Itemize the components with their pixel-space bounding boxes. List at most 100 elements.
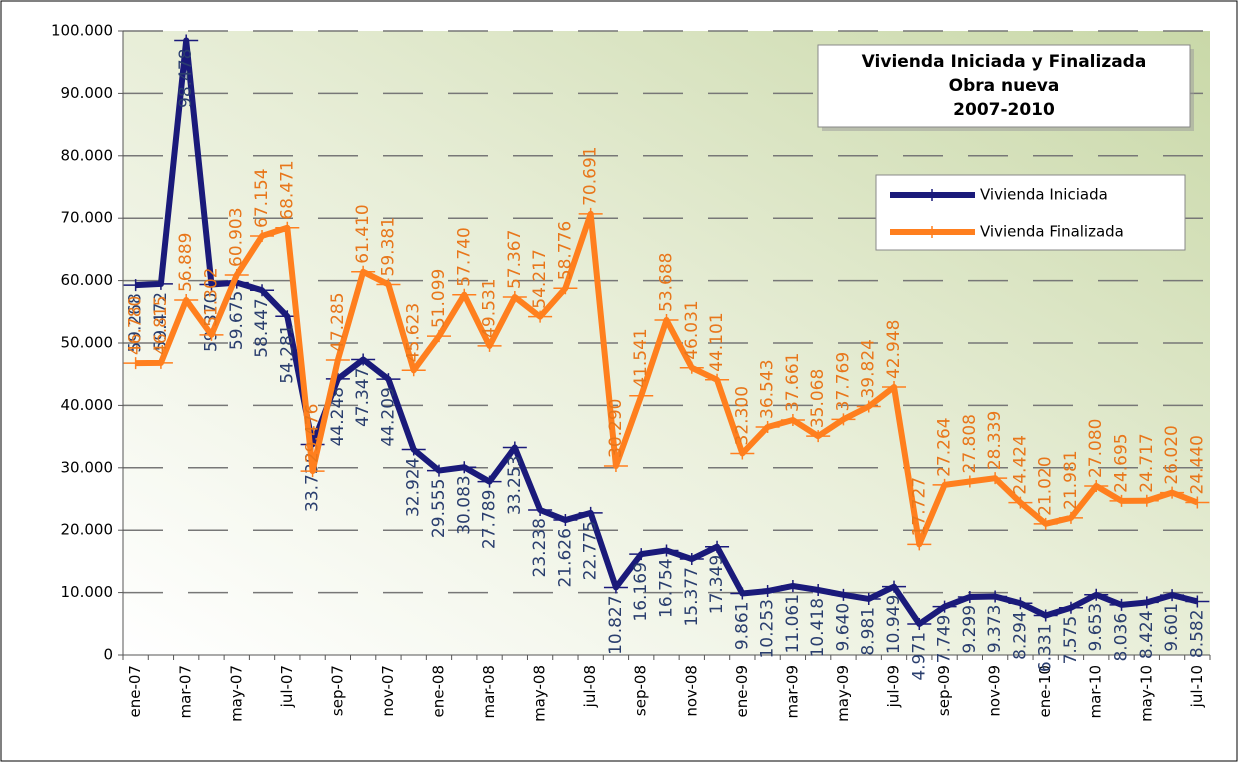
point-marker — [1008, 597, 1033, 610]
x-tick-label: jul-10 — [1188, 665, 1206, 708]
point-marker — [123, 279, 148, 292]
chart-title: Vivienda Iniciada y Finalizada — [862, 52, 1147, 72]
data-label: 44.101 — [707, 312, 727, 371]
data-label: 42.948 — [884, 320, 904, 379]
point-marker — [603, 581, 628, 594]
data-label: 53.688 — [657, 253, 677, 312]
data-label: 28.339 — [985, 411, 1005, 470]
point-marker — [452, 461, 477, 474]
point-marker — [907, 617, 932, 630]
chart-subtitle: 2007-2010 — [953, 100, 1055, 120]
data-label: 8.294 — [1010, 611, 1030, 660]
point-marker — [957, 590, 982, 603]
data-label: 37.769 — [833, 352, 853, 411]
point-marker — [553, 282, 578, 295]
data-label: 39.824 — [859, 339, 879, 398]
data-label: 26.020 — [1162, 425, 1182, 484]
point-marker — [654, 544, 679, 557]
point-marker — [831, 588, 856, 601]
point-marker — [426, 330, 451, 343]
point-marker — [755, 420, 780, 433]
point-marker — [780, 413, 805, 426]
title-box — [817, 44, 1191, 128]
point-marker — [148, 356, 173, 369]
point-marker — [730, 447, 755, 460]
point-marker — [654, 313, 679, 326]
data-label: 47.347 — [353, 368, 373, 427]
point-marker — [174, 294, 199, 307]
x-tick-label: mar-10 — [1087, 665, 1105, 719]
data-label: 54.217 — [530, 249, 550, 308]
data-label: 22.775 — [581, 521, 601, 580]
data-label: 44.248 — [328, 387, 348, 446]
point-marker — [578, 506, 603, 519]
point-marker — [502, 441, 527, 454]
point-marker — [806, 583, 831, 596]
point-marker — [882, 580, 907, 593]
point-marker — [1185, 595, 1210, 608]
point-marker — [1109, 598, 1134, 611]
data-label: 51.302 — [201, 267, 221, 326]
point-marker — [553, 514, 578, 527]
x-tick-label: jul-09 — [885, 665, 903, 708]
data-label: 57.367 — [505, 230, 525, 289]
point-marker — [957, 475, 982, 488]
point-marker — [983, 472, 1008, 485]
x-tick-label: mar-07 — [177, 665, 195, 719]
y-tick-label: 10.000 — [61, 583, 114, 601]
x-tick-label: ene-10 — [1036, 665, 1054, 717]
data-label: 8.981 — [859, 607, 879, 656]
data-label: 46.815 — [151, 295, 171, 354]
data-label: 11.061 — [783, 594, 803, 653]
data-label: 8.582 — [1187, 609, 1207, 658]
data-label: 44.209 — [378, 387, 398, 446]
data-label: 45.623 — [404, 303, 424, 362]
x-tick-label: ene-07 — [126, 665, 144, 717]
data-label: 27.264 — [935, 417, 955, 476]
data-label: 10.253 — [758, 599, 778, 658]
data-label: 59.675 — [227, 291, 247, 350]
x-tick-label: sep-08 — [632, 665, 650, 716]
x-tick-label: may-07 — [227, 665, 245, 722]
data-label: 9.861 — [732, 601, 752, 650]
data-label: 21.020 — [1036, 456, 1056, 515]
point-marker — [755, 585, 780, 598]
point-marker — [250, 284, 275, 297]
data-label: 46.780 — [126, 296, 146, 355]
data-label: 46.031 — [682, 300, 702, 359]
point-marker — [679, 553, 704, 566]
point-marker — [174, 34, 199, 47]
x-tick-label: mar-08 — [480, 665, 498, 719]
point-marker — [351, 353, 376, 366]
data-label: 4.971 — [909, 632, 929, 681]
x-tick-label: nov-08 — [682, 665, 700, 717]
data-label: 8.036 — [1112, 613, 1132, 662]
legend-label: Vivienda Iniciada — [980, 186, 1108, 204]
point-marker — [1185, 496, 1210, 509]
point-marker — [1058, 601, 1083, 614]
x-tick-label: nov-09 — [986, 665, 1004, 717]
data-label: 6.331 — [1036, 623, 1056, 672]
data-label: 27.080 — [1086, 419, 1106, 478]
y-tick-label: 20.000 — [61, 521, 114, 539]
data-label: 60.903 — [227, 207, 247, 266]
data-label: 24.695 — [1112, 433, 1132, 492]
chart-subtitle: Obra nueva — [949, 76, 1060, 96]
data-label: 8.424 — [1137, 610, 1157, 659]
point-marker — [325, 372, 350, 385]
point-marker — [401, 364, 426, 377]
data-label: 27.808 — [960, 414, 980, 473]
x-tick-label: jul-07 — [278, 665, 296, 708]
data-label: 21.981 — [1061, 450, 1081, 509]
point-marker — [528, 310, 553, 323]
data-label: 10.827 — [606, 595, 626, 654]
x-tick-label: ene-08 — [429, 665, 447, 717]
data-label: 36.543 — [758, 359, 778, 418]
point-marker — [831, 413, 856, 426]
point-marker — [1160, 486, 1185, 499]
point-marker — [806, 430, 831, 443]
data-label: 16.169 — [631, 562, 651, 621]
legend-label: Vivienda Finalizada — [980, 223, 1124, 241]
data-label: 9.299 — [960, 605, 980, 654]
data-label: 59.268 — [126, 293, 146, 352]
